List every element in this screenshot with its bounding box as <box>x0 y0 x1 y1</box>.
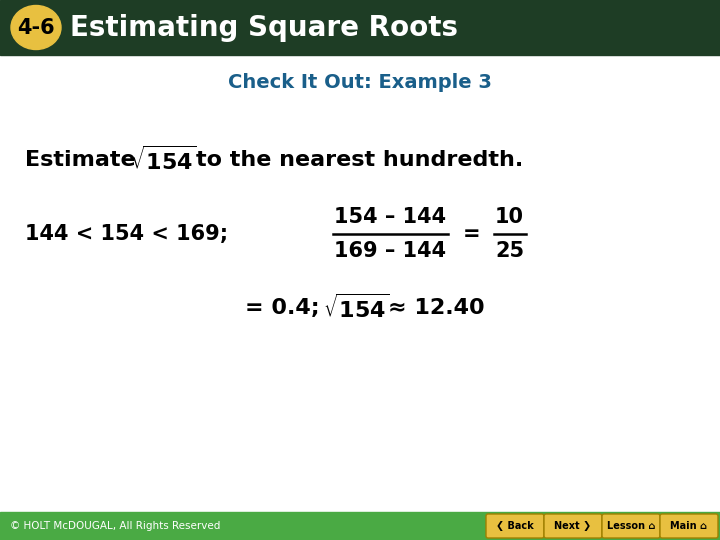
Text: © HOLT McDOUGAL, All Rights Reserved: © HOLT McDOUGAL, All Rights Reserved <box>10 521 220 531</box>
Text: Next ❯: Next ❯ <box>554 521 592 531</box>
Text: ❮ Back: ❮ Back <box>496 521 534 531</box>
Text: 169 – 144: 169 – 144 <box>334 241 446 261</box>
Text: $\mathbf{\sqrt{154}}$: $\mathbf{\sqrt{154}}$ <box>323 294 390 322</box>
Text: to the nearest hundredth.: to the nearest hundredth. <box>196 150 523 170</box>
Ellipse shape <box>11 5 61 50</box>
FancyBboxPatch shape <box>602 514 660 538</box>
Text: Check It Out: Example 3: Check It Out: Example 3 <box>228 73 492 92</box>
Text: =: = <box>463 224 480 244</box>
Text: ≈ 12.40: ≈ 12.40 <box>388 298 485 318</box>
FancyBboxPatch shape <box>544 514 602 538</box>
Text: 10: 10 <box>495 207 524 227</box>
Text: 154 – 144: 154 – 144 <box>334 207 446 227</box>
Text: Lesson ⌂: Lesson ⌂ <box>607 521 655 531</box>
Text: = 0.4;: = 0.4; <box>245 298 320 318</box>
Text: $\mathbf{\sqrt{154}}$: $\mathbf{\sqrt{154}}$ <box>130 146 197 174</box>
Bar <box>0 0 720 55</box>
Text: Estimate: Estimate <box>25 150 135 170</box>
Bar <box>0 512 720 540</box>
Text: 4-6: 4-6 <box>17 17 55 37</box>
Text: 25: 25 <box>495 241 524 261</box>
Text: Main ⌂: Main ⌂ <box>670 521 708 531</box>
Text: 144 < 154 < 169;: 144 < 154 < 169; <box>25 224 228 244</box>
FancyBboxPatch shape <box>486 514 544 538</box>
Text: Estimating Square Roots: Estimating Square Roots <box>70 14 458 42</box>
FancyBboxPatch shape <box>660 514 718 538</box>
